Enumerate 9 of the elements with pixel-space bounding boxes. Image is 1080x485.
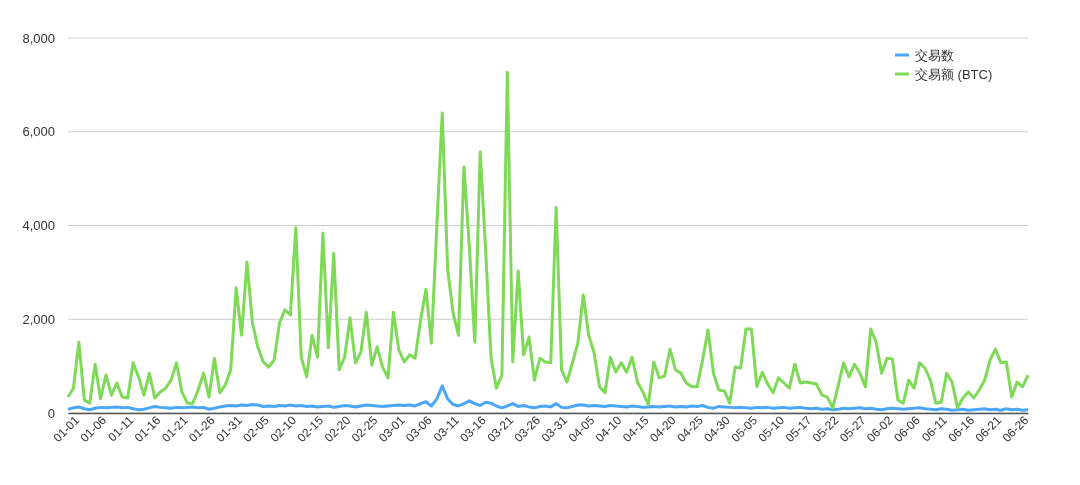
line-series [66,384,1030,412]
y-tick-label: 6,000 [22,124,55,140]
legend-label: 交易额 (BTC) [915,66,993,82]
y-tick-label: 8,000 [22,30,55,46]
y-tick-label: 0 [47,405,55,421]
y-tick-label: 4,000 [22,218,55,234]
y-tick-label: 2,000 [22,311,55,327]
legend-label: 交易数 [915,47,954,63]
line-series [66,70,1030,410]
